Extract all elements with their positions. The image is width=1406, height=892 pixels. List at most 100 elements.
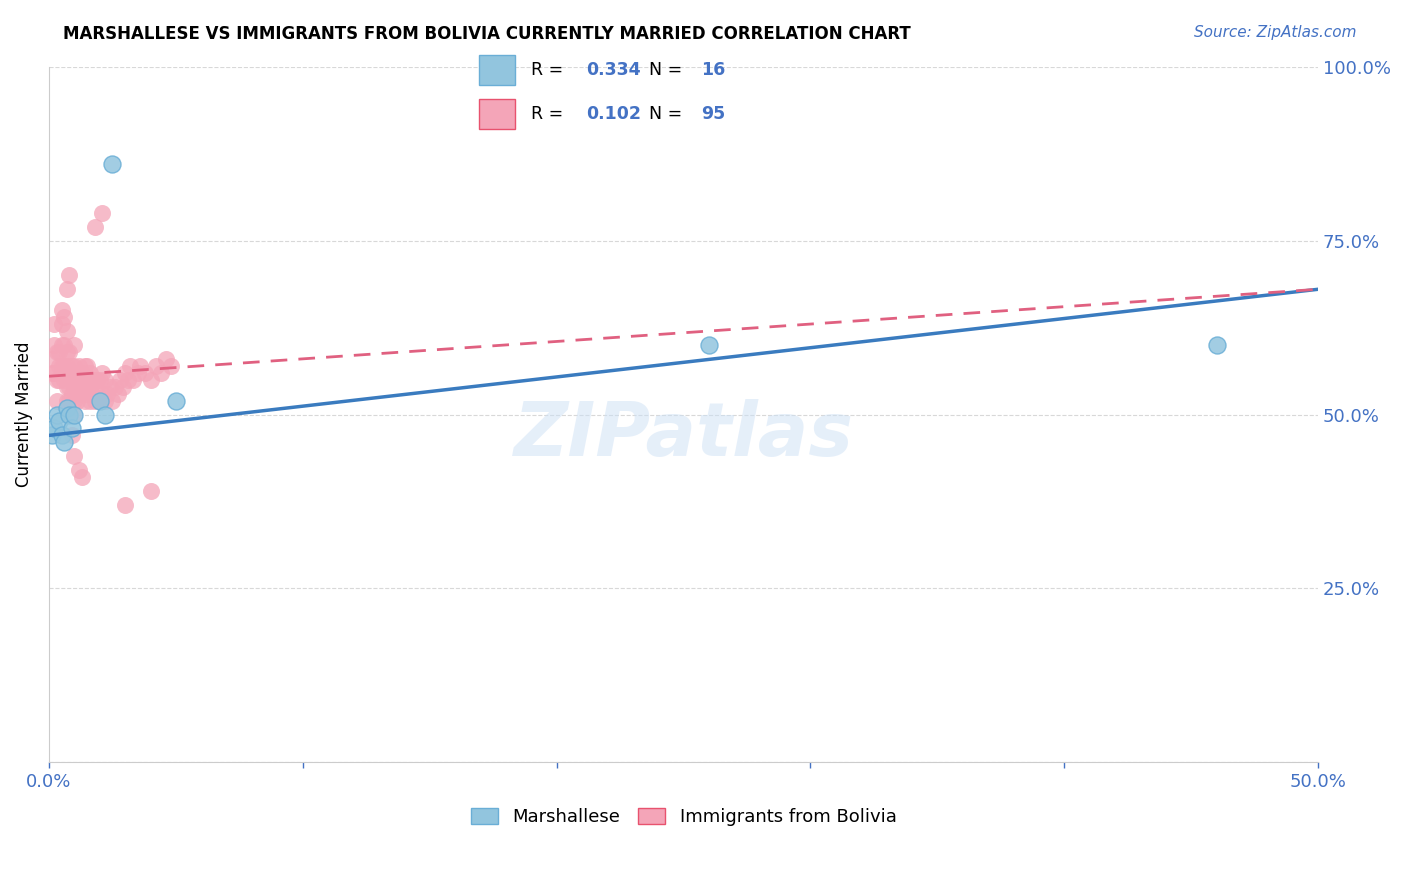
Point: [697, 338, 720, 352]
Point: [55, 401, 77, 415]
Point: [53, 310, 76, 324]
Point: [48, 345, 70, 359]
Point: [58, 408, 80, 422]
Point: [63, 408, 86, 422]
Point: [155, 351, 177, 366]
Point: [45, 393, 67, 408]
Point: [45, 345, 67, 359]
Text: N =: N =: [650, 61, 688, 78]
Point: [55, 345, 77, 359]
Point: [165, 393, 187, 408]
Point: [45, 373, 67, 387]
Legend: Marshallese, Immigrants from Bolivia: Marshallese, Immigrants from Bolivia: [464, 801, 904, 833]
Point: [70, 366, 93, 380]
Point: [82, 373, 104, 387]
Point: [83, 219, 105, 234]
Point: [53, 373, 76, 387]
Point: [63, 393, 86, 408]
Point: [60, 421, 83, 435]
Point: [63, 408, 86, 422]
Point: [107, 386, 129, 401]
Point: [51, 428, 73, 442]
Point: [73, 393, 96, 408]
Point: [53, 338, 76, 352]
Point: [76, 359, 98, 373]
Point: [67, 359, 90, 373]
Point: [51, 359, 73, 373]
Point: [114, 366, 136, 380]
Point: [63, 338, 86, 352]
Point: [96, 386, 118, 401]
Point: [51, 317, 73, 331]
Point: [66, 380, 89, 394]
Point: [79, 393, 101, 408]
Point: [89, 393, 111, 408]
Point: [86, 386, 108, 401]
Point: [139, 373, 162, 387]
Point: [79, 366, 101, 380]
Point: [111, 380, 134, 394]
Text: R =: R =: [531, 105, 569, 123]
Text: Source: ZipAtlas.com: Source: ZipAtlas.com: [1194, 25, 1357, 40]
FancyBboxPatch shape: [479, 55, 515, 85]
Text: MARSHALLESE VS IMMIGRANTS FROM BOLIVIA CURRENTLY MARRIED CORRELATION CHART: MARSHALLESE VS IMMIGRANTS FROM BOLIVIA C…: [63, 25, 911, 43]
Point: [58, 366, 80, 380]
Point: [42, 366, 65, 380]
Point: [70, 470, 93, 484]
Point: [66, 393, 89, 408]
Text: 0.102: 0.102: [586, 105, 641, 123]
Point: [51, 303, 73, 318]
Point: [51, 338, 73, 352]
Point: [60, 359, 83, 373]
Point: [129, 359, 152, 373]
Point: [76, 373, 98, 387]
Y-axis label: Currently Married: Currently Married: [15, 342, 32, 487]
Text: 95: 95: [702, 105, 725, 123]
Point: [117, 373, 139, 387]
Point: [60, 428, 83, 442]
Point: [83, 393, 105, 408]
Point: [55, 393, 77, 408]
Point: [98, 380, 121, 394]
Point: [48, 415, 70, 429]
FancyBboxPatch shape: [479, 99, 515, 129]
Point: [149, 366, 172, 380]
Point: [58, 380, 80, 394]
Point: [67, 373, 90, 387]
Text: N =: N =: [650, 105, 688, 123]
Point: [66, 366, 89, 380]
Point: [63, 380, 86, 394]
Point: [41, 428, 63, 442]
Point: [60, 373, 83, 387]
Point: [86, 373, 108, 387]
Point: [45, 408, 67, 422]
Point: [48, 359, 70, 373]
Point: [55, 359, 77, 373]
Point: [58, 345, 80, 359]
Point: [94, 373, 117, 387]
Point: [70, 380, 93, 394]
Point: [104, 380, 127, 394]
Point: [101, 393, 124, 408]
Point: [114, 498, 136, 512]
Point: [63, 450, 86, 464]
Text: 0.334: 0.334: [586, 61, 641, 78]
Point: [42, 317, 65, 331]
Point: [89, 393, 111, 408]
Point: [51, 366, 73, 380]
Point: [94, 393, 117, 408]
Point: [145, 359, 167, 373]
Point: [94, 408, 117, 422]
Point: [41, 351, 63, 366]
Point: [73, 359, 96, 373]
Point: [89, 373, 111, 387]
Point: [1205, 338, 1227, 352]
Point: [55, 324, 77, 338]
Point: [91, 205, 114, 219]
Point: [101, 157, 124, 171]
Point: [159, 359, 181, 373]
Point: [139, 484, 162, 499]
Point: [127, 366, 149, 380]
Text: 16: 16: [702, 61, 725, 78]
Point: [67, 386, 90, 401]
